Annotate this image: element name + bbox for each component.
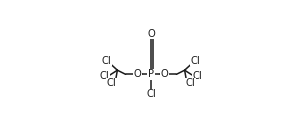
Text: Cl: Cl xyxy=(185,78,195,88)
Text: Cl: Cl xyxy=(101,56,111,66)
Text: O: O xyxy=(160,69,168,79)
Text: P: P xyxy=(148,69,154,79)
Text: Cl: Cl xyxy=(100,71,110,81)
Text: O: O xyxy=(147,29,155,39)
Text: Cl: Cl xyxy=(192,71,202,81)
Text: Cl: Cl xyxy=(146,89,156,99)
Text: Cl: Cl xyxy=(107,78,117,88)
Text: Cl: Cl xyxy=(191,56,201,66)
Text: O: O xyxy=(134,69,142,79)
